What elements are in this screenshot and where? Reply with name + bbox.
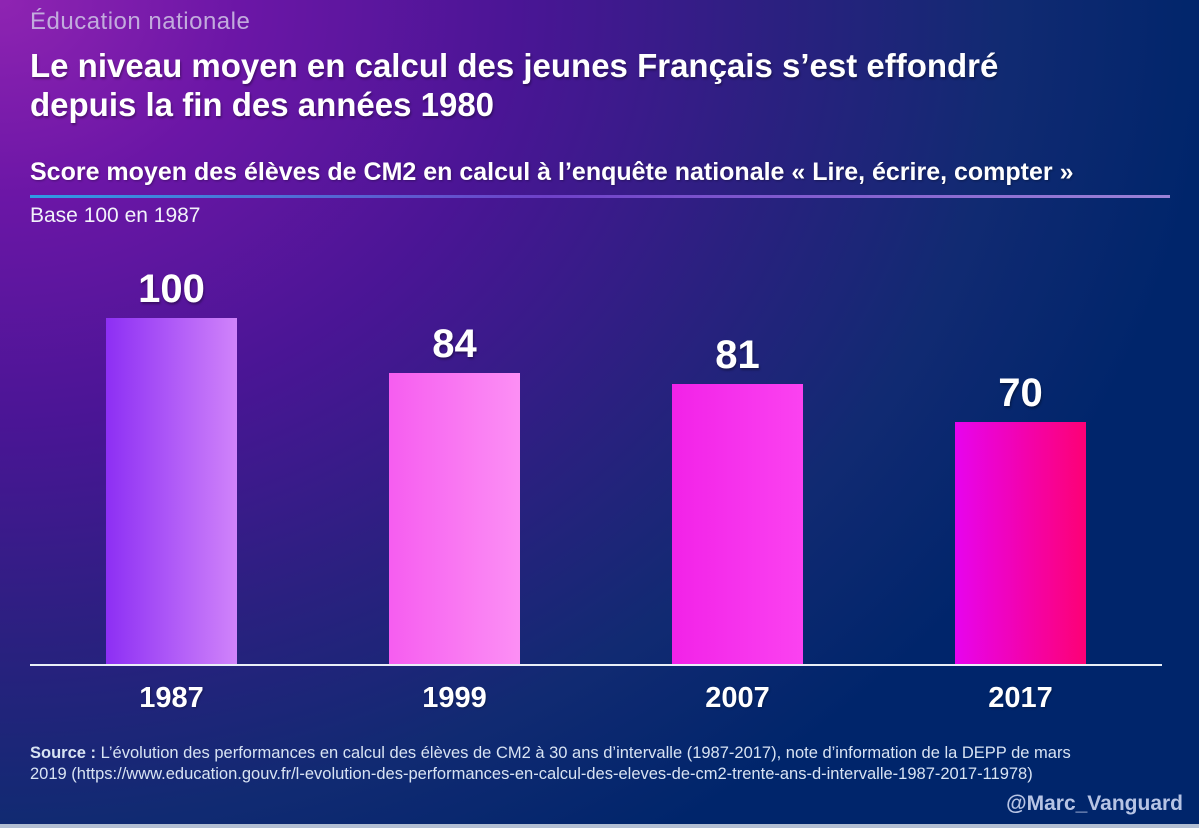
bar-group-1999: 84 (313, 260, 596, 664)
x-axis-labels: 1987 1999 2007 2017 (30, 682, 1162, 715)
bar-value-label: 81 (715, 333, 760, 377)
source-line1: L’évolution des performances en calcul d… (96, 744, 1071, 762)
bar-value-label: 100 (138, 267, 205, 311)
kicker-eyebrow: Éducation nationale (30, 8, 251, 35)
credit-handle: @Marc_Vanguard (1006, 792, 1183, 815)
bar-chart: 100 84 81 70 (30, 260, 1162, 664)
bar-value-label: 70 (998, 371, 1043, 415)
bar-value-label: 84 (432, 322, 477, 366)
x-axis-label-1999: 1999 (422, 682, 487, 714)
x-axis-label-2017: 2017 (988, 682, 1053, 714)
source-label: Source : (30, 744, 97, 762)
chart-subtitle: Score moyen des élèves de CM2 en calcul … (30, 158, 1074, 186)
bar-2017 (955, 422, 1086, 664)
x-axis-line (30, 664, 1162, 666)
bar-group-2007: 81 (596, 260, 879, 664)
bar-1999 (389, 373, 520, 664)
x-axis-label-2007: 2007 (705, 682, 770, 714)
page-title-line1: Le niveau moyen en calcul des jeunes Fra… (30, 47, 999, 84)
source-note: Source : L’évolution des performances en… (30, 743, 1178, 785)
bottom-border-strip (0, 824, 1199, 828)
page-title: Le niveau moyen en calcul des jeunes Fra… (30, 46, 1170, 124)
subtitle-divider-rule (30, 195, 1170, 198)
page-title-line2: depuis la fin des années 1980 (30, 86, 495, 123)
x-axis-label-1987: 1987 (139, 682, 204, 714)
bar-group-1987: 100 (30, 260, 313, 664)
bar-1987 (106, 318, 237, 664)
bar-2007 (672, 384, 803, 664)
bar-group-2017: 70 (879, 260, 1162, 664)
base-index-note: Base 100 en 1987 (30, 204, 201, 227)
source-line2: 2019 (https://www.education.gouv.fr/l-ev… (30, 765, 1033, 783)
